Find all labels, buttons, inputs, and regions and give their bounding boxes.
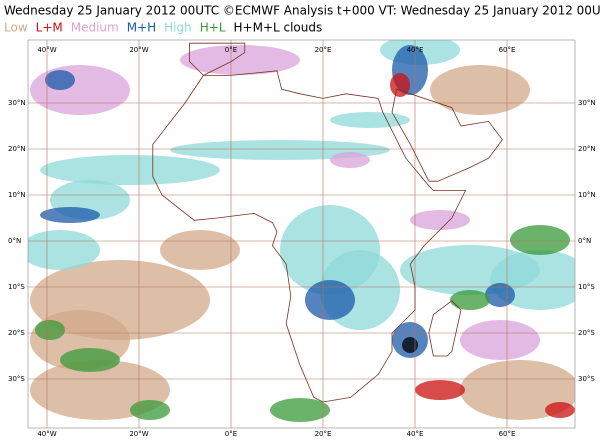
lat-label: 30°N xyxy=(8,99,26,107)
lon-label: 60°E xyxy=(499,430,516,438)
cloud-blob xyxy=(130,400,170,420)
cloud-blob xyxy=(460,320,540,360)
cloud-blob xyxy=(45,70,75,90)
lat-label: 20°S xyxy=(578,329,595,337)
cloud-blob xyxy=(330,112,410,128)
lat-label: 10°S xyxy=(8,283,25,291)
lat-label: 20°N xyxy=(8,145,26,153)
legend-label: Low xyxy=(4,21,28,35)
lon-label: 0°E xyxy=(225,46,237,54)
cloud-blob xyxy=(270,398,330,422)
cloud-blob xyxy=(180,45,300,75)
cloud-blob xyxy=(450,290,490,310)
cloud-blob xyxy=(485,283,515,307)
legend-label: L+M xyxy=(36,21,63,35)
cloud-blob xyxy=(40,207,100,223)
lat-label: 20°N xyxy=(578,145,596,153)
lat-label: 10°S xyxy=(578,283,595,291)
lon-label: 60°E xyxy=(499,46,516,54)
lon-label: 40°W xyxy=(37,430,56,438)
cloud-blob xyxy=(30,65,130,115)
lat-label: 0°N xyxy=(578,237,591,245)
lon-label: 40°E xyxy=(407,430,424,438)
lon-label: 20°E xyxy=(315,430,332,438)
lat-label: 0°N xyxy=(8,237,21,245)
legend-label: High xyxy=(164,21,192,35)
cloud-blob xyxy=(545,402,575,418)
africa-coast xyxy=(152,70,467,403)
arabia-coast xyxy=(391,88,503,182)
map-area xyxy=(28,40,575,428)
lon-label: 0°E xyxy=(225,430,237,438)
cloud-blob xyxy=(330,152,370,168)
cloud-blob xyxy=(160,230,240,270)
lat-label: 10°N xyxy=(8,191,26,199)
legend-label: Medium xyxy=(71,21,119,35)
graticule xyxy=(28,40,575,428)
cloud-blob xyxy=(402,337,418,353)
lat-label: 20°S xyxy=(8,329,25,337)
cloud-blob xyxy=(460,360,575,420)
lat-label: 30°S xyxy=(8,375,25,383)
lon-label: 40°W xyxy=(37,46,56,54)
lon-label: 20°E xyxy=(315,46,332,54)
lat-label: 30°S xyxy=(578,375,595,383)
lon-label: 20°W xyxy=(129,430,148,438)
madagascar-coast xyxy=(428,300,462,357)
cloud-blob xyxy=(430,65,530,115)
legend-label: H+L xyxy=(200,21,226,35)
cloud-blob xyxy=(60,348,120,372)
legend-label: H+M+L clouds xyxy=(234,21,323,35)
cloud-blob xyxy=(28,230,100,270)
cloud-blob xyxy=(415,380,465,400)
title: Wednesday 25 January 2012 00UTC ©ECMWF A… xyxy=(4,4,600,18)
cloud-blob xyxy=(35,320,65,340)
lon-label: 20°W xyxy=(129,46,148,54)
lat-label: 10°N xyxy=(578,191,596,199)
legend-label: M+H xyxy=(127,21,156,35)
cloud-fields xyxy=(28,40,575,422)
lat-label: 30°N xyxy=(578,99,596,107)
cloud-blob xyxy=(305,280,355,320)
cloud-blob xyxy=(390,73,410,97)
cloud-blob xyxy=(40,155,220,185)
cloud-blob xyxy=(410,210,470,230)
coastlines xyxy=(152,42,503,403)
cloud-blob xyxy=(510,225,570,255)
lon-label: 40°E xyxy=(407,46,424,54)
iberia-coast xyxy=(189,42,246,76)
